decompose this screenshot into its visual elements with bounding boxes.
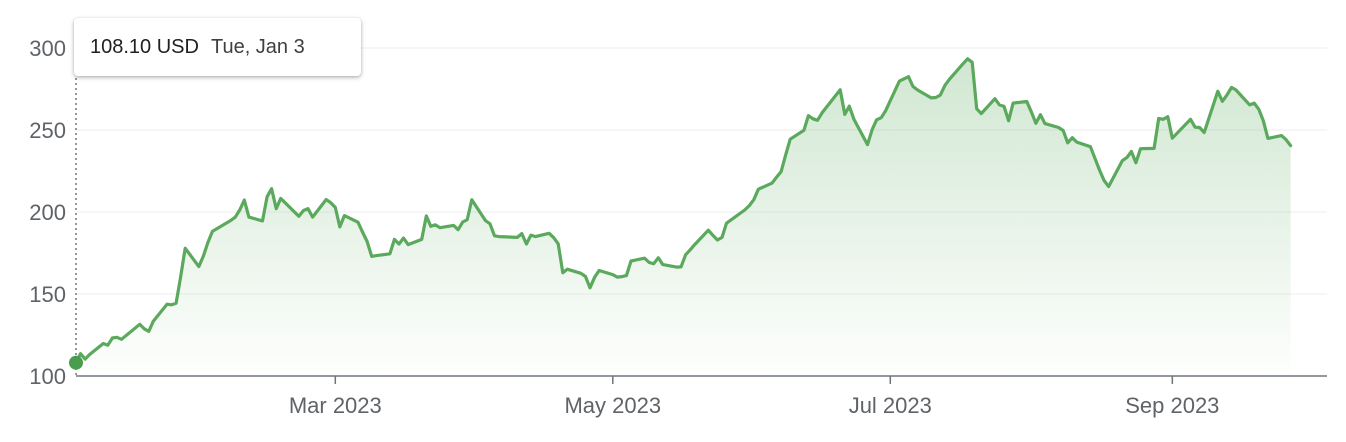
tooltip-price: 108.10 USD <box>90 35 199 58</box>
y-tick-label: 250 <box>29 118 66 143</box>
y-tick-label: 150 <box>29 282 66 307</box>
price-line[interactable] <box>74 57 1293 365</box>
x-axis: Mar 2023 May 2023 Jul 2023 Sep 2023 <box>76 375 1327 418</box>
x-tick-label: Sep 2023 <box>1125 393 1219 418</box>
hover-point-marker[interactable] <box>69 355 83 370</box>
y-tick-label: 300 <box>29 36 66 61</box>
x-tick-label: May 2023 <box>564 393 661 418</box>
price-tooltip: 108.10 USD Tue, Jan 3 <box>74 18 361 76</box>
x-tick-label: Jul 2023 <box>849 393 932 418</box>
y-axis: 100 150 200 250 300 <box>29 36 66 389</box>
x-tick-label: Mar 2023 <box>289 393 382 418</box>
tooltip-date: Tue, Jan 3 <box>210 35 305 58</box>
price-area-fill <box>76 58 1291 377</box>
y-tick-label: 200 <box>29 200 66 225</box>
y-tick-label: 100 <box>29 364 66 389</box>
